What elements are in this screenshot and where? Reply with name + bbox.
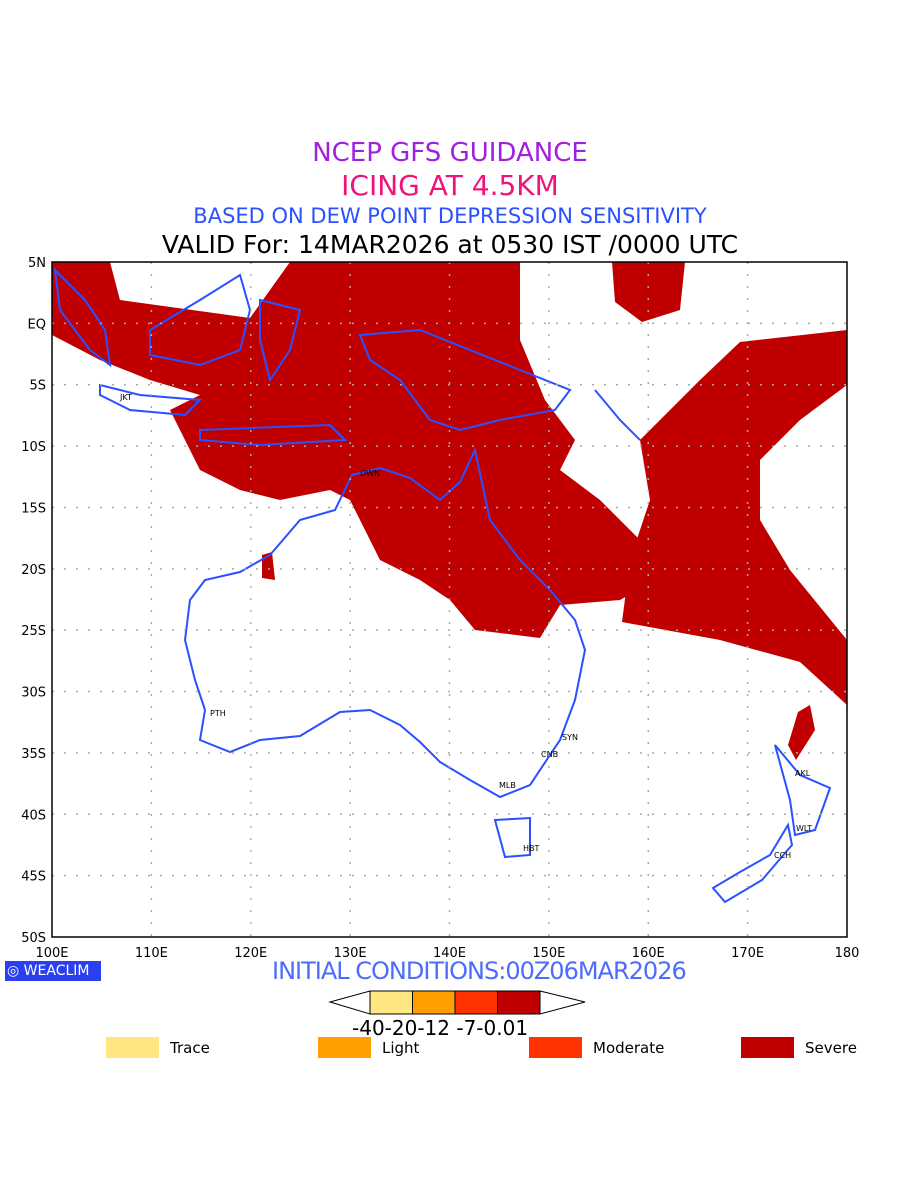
new-zealand-south-coast bbox=[711, 822, 794, 904]
severe-area-north-pacific bbox=[612, 262, 685, 322]
solomon-coast bbox=[594, 389, 641, 441]
severe-area-pacific-band bbox=[622, 330, 847, 705]
title-product: ICING AT 4.5KM bbox=[341, 169, 559, 202]
city-label-mlb: MLB bbox=[499, 781, 516, 790]
city-label-pth: PTH bbox=[210, 709, 226, 718]
lon-tick-label: 130E bbox=[334, 946, 367, 961]
initial-conditions: INITIAL CONDITIONS:00Z06MAR2026 bbox=[272, 957, 687, 985]
city-label-dwn: DWN bbox=[360, 469, 380, 478]
colorbar-values: -40-20-12 -7-0.01 bbox=[352, 1016, 529, 1040]
lon-tick-label: 180 bbox=[835, 946, 860, 961]
title-method: BASED ON DEW POINT DEPRESSION SENSITIVIT… bbox=[193, 204, 707, 228]
legend-swatch-severe bbox=[741, 1037, 794, 1058]
weaclim-logo: ◎ WEACLIM bbox=[5, 961, 101, 981]
borneo-coast bbox=[149, 273, 252, 367]
java-coast bbox=[99, 383, 203, 417]
logo-text: WEACLIM bbox=[23, 963, 90, 979]
new-zealand-north-coast bbox=[774, 744, 832, 837]
lat-tick-label: 25S bbox=[21, 624, 46, 639]
severe-icing-areas bbox=[52, 262, 847, 760]
lat-tick-label: 10S bbox=[21, 440, 46, 455]
lat-tick-label: 20S bbox=[21, 563, 46, 578]
lon-tick-label: 150E bbox=[532, 946, 565, 961]
colorbar-left-arrow bbox=[328, 990, 371, 1015]
city-label-akl: AKL bbox=[795, 769, 811, 778]
map-frame bbox=[51, 261, 848, 938]
severe-area-new-zealand bbox=[788, 705, 815, 760]
city-label-hbt: HBT bbox=[523, 844, 540, 853]
severe-area-indonesia-australia bbox=[52, 262, 655, 638]
legend-label-moderate: Moderate bbox=[593, 1039, 665, 1057]
coastlines bbox=[53, 267, 832, 904]
lon-tick-label: 100E bbox=[35, 946, 68, 961]
lat-tick-label: 40S bbox=[21, 808, 46, 823]
sulawesi-coast bbox=[259, 298, 302, 383]
title-model: NCEP GFS GUIDANCE bbox=[312, 138, 588, 168]
tasmania-coast bbox=[493, 816, 531, 859]
city-label-cnb: CNB bbox=[541, 750, 558, 759]
lat-tick-label: 15S bbox=[21, 501, 46, 516]
gridlines bbox=[52, 262, 847, 937]
city-label-wlt: WLT bbox=[796, 824, 812, 833]
colorbar-right-arrow bbox=[539, 990, 586, 1015]
legend-swatch-moderate bbox=[529, 1037, 582, 1058]
new-guinea-coast bbox=[358, 328, 572, 432]
colorbar-swatch bbox=[497, 990, 541, 1015]
sumatra-coast bbox=[53, 267, 112, 368]
lat-tick-label: EQ bbox=[28, 317, 46, 332]
severe-area-small bbox=[262, 552, 275, 580]
lon-tick-label: 140E bbox=[433, 946, 466, 961]
lon-tick-label: 120E bbox=[234, 946, 267, 961]
valid-time: VALID For: 14MAR2026 at 0530 IST /0000 U… bbox=[161, 230, 739, 259]
colorbar-swatch bbox=[454, 990, 498, 1015]
lat-tick-label: 50S bbox=[21, 931, 46, 946]
legend-label-severe: Severe bbox=[805, 1039, 857, 1057]
lon-tick-label: 160E bbox=[632, 946, 665, 961]
legend-label-trace: Trace bbox=[170, 1039, 210, 1057]
lat-tick-label: 35S bbox=[21, 747, 46, 762]
colorbar-swatch bbox=[369, 990, 413, 1015]
lat-tick-label: 30S bbox=[21, 686, 46, 701]
lat-tick-label: 5S bbox=[29, 379, 46, 394]
lat-tick-label: 45S bbox=[21, 870, 46, 885]
city-label-syn: SYN bbox=[562, 733, 578, 742]
city-label-cch: CCH bbox=[774, 851, 791, 860]
lon-tick-label: 110E bbox=[135, 946, 168, 961]
legend-swatch-trace bbox=[106, 1037, 159, 1058]
city-label-jkt: JKT bbox=[119, 393, 132, 402]
colorbar-swatch bbox=[412, 990, 456, 1015]
legend-label-light: Light bbox=[382, 1039, 420, 1057]
lat-tick-label: 5N bbox=[28, 256, 46, 271]
lon-tick-label: 170E bbox=[731, 946, 764, 961]
colorbar bbox=[328, 990, 586, 1015]
lesser-sunda-coast bbox=[199, 423, 348, 447]
legend-swatch-light bbox=[318, 1037, 371, 1058]
australia-coast bbox=[183, 446, 587, 799]
